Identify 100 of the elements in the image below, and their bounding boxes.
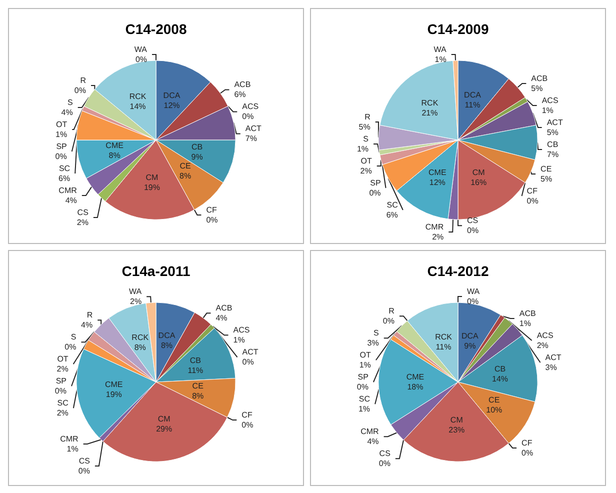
data-label: 8%: [192, 391, 204, 400]
slice-label: S: [374, 328, 379, 338]
data-label: 6%: [234, 90, 246, 100]
chart-title: C14-2012: [427, 263, 489, 279]
slice-label: R: [364, 112, 371, 122]
legend-label: ACS: [242, 102, 259, 112]
text: 0%: [74, 86, 86, 95]
data-label: 1%: [56, 130, 68, 139]
slice-label: CB: [547, 140, 558, 149]
legend-label: CF: [522, 438, 532, 448]
data-label: 3%: [367, 338, 379, 348]
slice-label: ACB: [531, 74, 548, 83]
slice-label: RCK: [129, 92, 147, 101]
data-label: 19%: [106, 390, 122, 399]
legend-label: CF: [242, 410, 252, 420]
text: 0%: [242, 112, 254, 122]
slice-label: CE: [488, 395, 500, 404]
data-label: 4%: [216, 314, 228, 323]
slice-label: CM: [450, 415, 464, 424]
data-label: 2%: [76, 218, 88, 227]
slice-label: OT: [360, 350, 372, 360]
text: 0%: [64, 342, 76, 352]
slice-label: CMR: [425, 222, 444, 232]
text: 0%: [206, 216, 218, 225]
data-label: 29%: [156, 424, 172, 434]
legend-label: CS: [467, 216, 478, 226]
category-label: SP: [56, 142, 67, 151]
data-label: 4%: [61, 108, 73, 117]
data-label: 2%: [56, 364, 68, 374]
data-label: 14%: [130, 102, 146, 111]
slice-label: ACB: [216, 304, 232, 313]
slice-label: CMR: [58, 186, 78, 195]
text: 0%: [526, 196, 538, 206]
text: 0%: [78, 466, 90, 476]
slice-label: ACT: [245, 124, 262, 134]
data-label: 8%: [108, 151, 120, 160]
text: 0%: [135, 54, 147, 64]
category-label: CS: [379, 449, 390, 458]
data-label: 5%: [540, 174, 552, 184]
data-label: 7%: [547, 150, 559, 159]
data-label: 23%: [448, 425, 465, 434]
data-label: 2%: [360, 166, 372, 176]
data-label: 12%: [164, 100, 180, 110]
slice-label: SC: [358, 394, 370, 404]
slice-label: DCA: [461, 331, 480, 340]
data-label: 1%: [542, 106, 554, 115]
slice-label: CB: [190, 356, 202, 366]
data-label: 8%: [134, 342, 146, 352]
slice-label: RCK: [435, 332, 453, 342]
slice-label: CE: [192, 381, 204, 390]
text: 0%: [467, 226, 479, 236]
slice-label: ACT: [546, 118, 563, 127]
data-label: 1%: [66, 444, 78, 454]
category-label: R: [80, 76, 86, 85]
slice-label: WA: [128, 287, 142, 296]
data-label: 2%: [56, 408, 68, 418]
slice-label: CB: [494, 364, 506, 374]
category-label: R: [388, 306, 394, 316]
data-label: 12%: [429, 178, 446, 188]
slice-label: ACB: [234, 80, 251, 90]
data-label: 8%: [180, 172, 192, 181]
category-label: S: [70, 332, 76, 342]
slice-label: CM: [158, 414, 171, 424]
data-label: 5%: [546, 128, 558, 137]
data-label: 1%: [359, 360, 371, 370]
slice-label: R: [86, 310, 93, 320]
category-label: ACT: [242, 348, 258, 357]
slice-label: CM: [146, 173, 159, 182]
data-label: 1%: [233, 336, 245, 345]
category-label: WA: [467, 286, 480, 296]
data-label: 2%: [130, 297, 142, 306]
slice-label: CMR: [360, 427, 380, 436]
legend-label: CF: [206, 206, 217, 215]
slice-label: ACT: [545, 352, 562, 362]
text: 0%: [242, 420, 254, 430]
text: 0%: [522, 448, 534, 458]
data-label: 18%: [407, 382, 424, 392]
slice-label: DCA: [163, 90, 181, 100]
slice-label: ACS: [536, 330, 554, 340]
slice-label: DCA: [158, 331, 176, 340]
data-label: 1%: [358, 404, 370, 414]
data-label: 7%: [245, 134, 257, 144]
text: 0%: [55, 152, 67, 161]
text: 0%: [54, 386, 66, 396]
slice-label: CME: [106, 141, 124, 150]
legend-label: CF: [526, 186, 538, 196]
category-label: WA: [134, 44, 147, 54]
slice-label: RCK: [132, 332, 150, 342]
category-label: SP: [370, 178, 381, 188]
slice-label: SC: [386, 200, 398, 210]
chart-title: C14-2009: [427, 21, 489, 37]
slice-label: CME: [104, 380, 123, 389]
slice-label: DCA: [464, 90, 482, 100]
slice-label: OT: [360, 156, 372, 166]
category-label: SP: [56, 376, 66, 386]
text: 0%: [356, 382, 368, 392]
text: 0%: [467, 296, 479, 306]
data-label: 19%: [144, 183, 160, 192]
data-label: 11%: [188, 366, 204, 376]
data-label: 5%: [358, 122, 370, 132]
